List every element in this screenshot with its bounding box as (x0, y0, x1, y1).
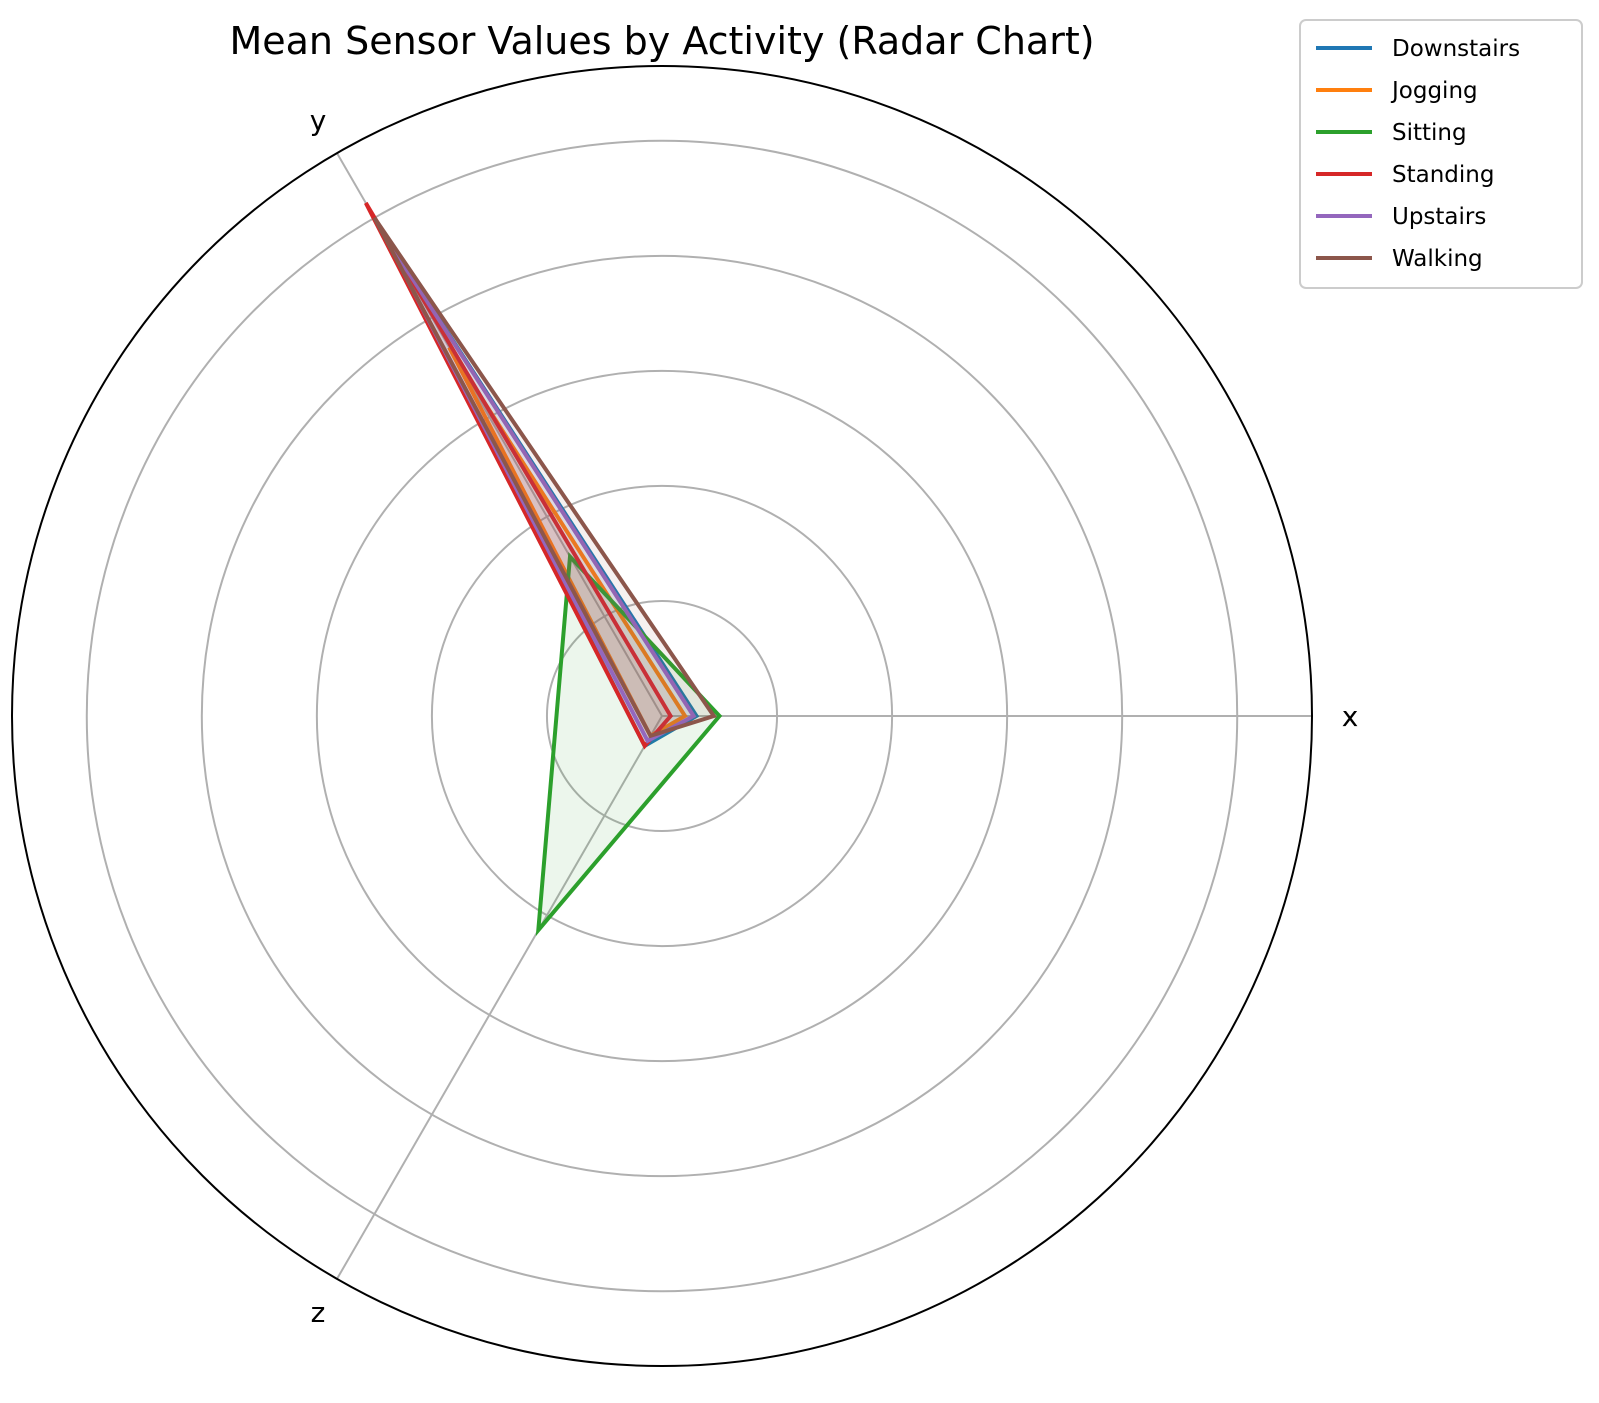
series-standing (364, 201, 674, 750)
legend-label-upstairs: Upstairs (1392, 204, 1486, 230)
legend-label-sitting: Sitting (1392, 120, 1467, 146)
legend-label-walking: Walking (1392, 246, 1483, 272)
axis-spoke-z (336, 715, 663, 1280)
chart-title: Mean Sensor Values by Activity (Radar Ch… (229, 19, 1094, 63)
legend-item-jogging[interactable]: Jogging (1316, 78, 1478, 104)
series-sitting (535, 551, 723, 937)
legend-label-jogging: Jogging (1390, 78, 1478, 104)
series-line-sitting (535, 551, 723, 937)
legend-label-downstairs: Downstairs (1392, 36, 1520, 62)
legend-box (1299, 19, 1583, 289)
legend-item-downstairs[interactable]: Downstairs (1316, 36, 1520, 62)
series-layer (364, 201, 723, 937)
axis-label-z: z (311, 1296, 326, 1329)
axis-label-x: x (1342, 700, 1359, 733)
series-fill-standing (365, 202, 671, 746)
series-fill-upstairs (383, 232, 694, 741)
series-fill-walking (374, 217, 714, 736)
legend[interactable]: Downstairs Jogging Sitting Standing Upstairs… (1299, 19, 1583, 289)
radar-frame (11, 65, 1313, 1367)
outer-frame (11, 65, 1313, 1367)
series-line-walking (372, 216, 717, 739)
legend-label-standing: Standing (1392, 162, 1494, 188)
legend-item-upstairs[interactable]: Upstairs (1316, 204, 1486, 230)
legend-item-sitting[interactable]: Sitting (1316, 120, 1467, 146)
axis-labels: x y z (310, 104, 1359, 1329)
series-line-jogging (447, 346, 688, 739)
series-walking (372, 216, 717, 739)
legend-item-standing[interactable]: Standing (1316, 162, 1494, 188)
legend-item-walking[interactable]: Walking (1316, 246, 1483, 272)
series-line-standing (364, 201, 674, 750)
axis-label-y: y (310, 104, 327, 137)
series-fill-sitting (538, 556, 720, 931)
